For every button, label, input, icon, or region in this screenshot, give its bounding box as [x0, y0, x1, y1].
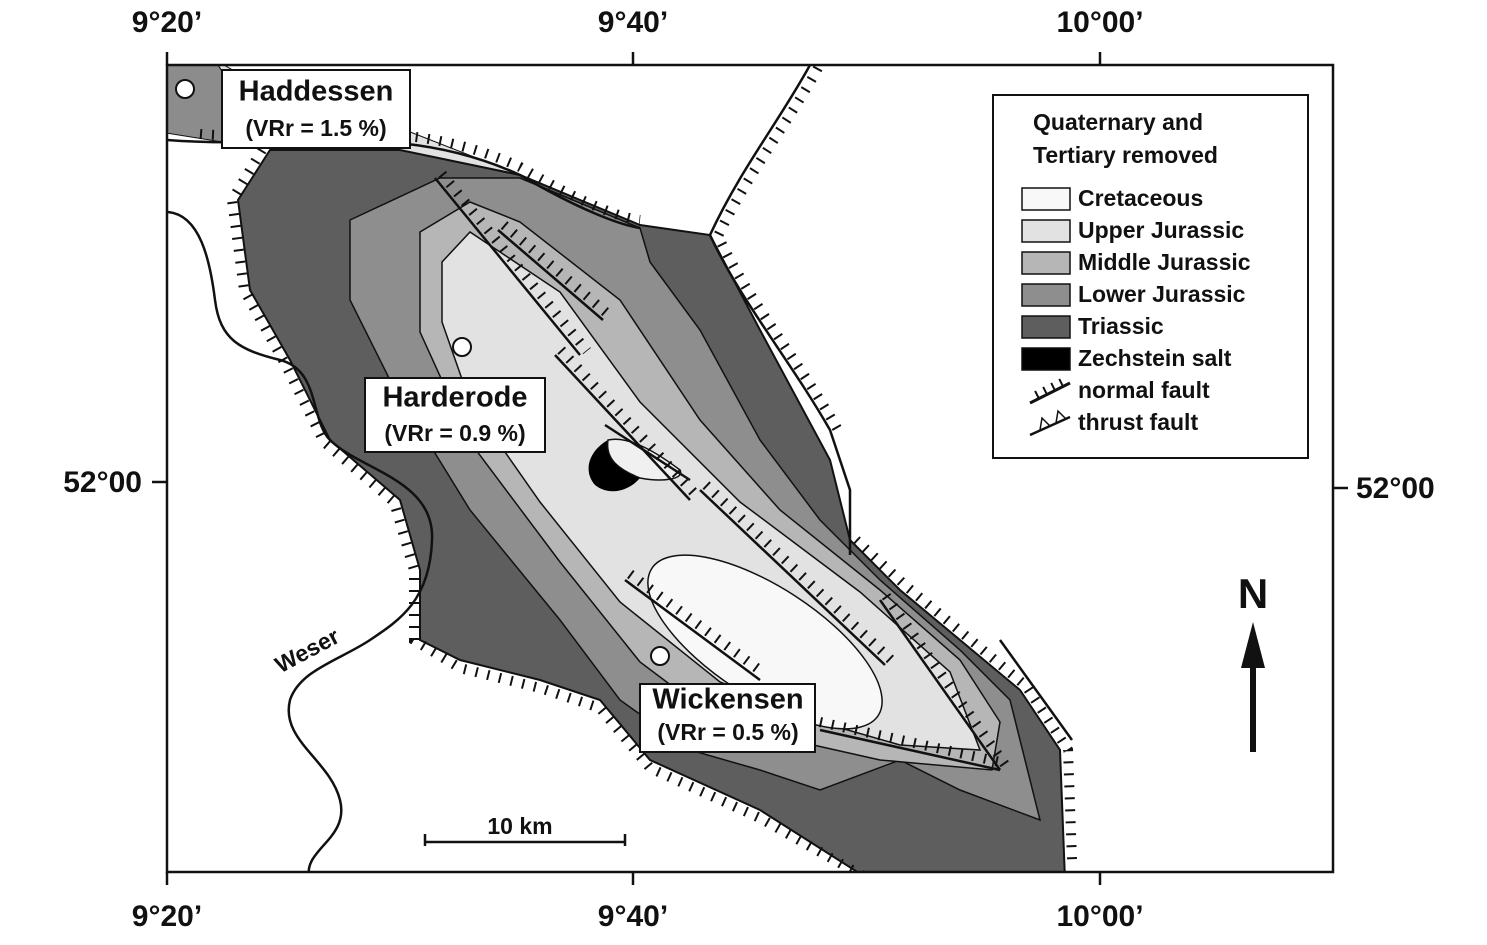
map-frame [165, 63, 1335, 874]
legend-swatch [1021, 347, 1071, 371]
legend-swatch [1021, 219, 1071, 243]
legend-normal-fault [1029, 381, 1071, 405]
longitude-label: 9°40’ [598, 6, 668, 39]
thrust-teeth [712, 65, 843, 433]
legend-title: Quaternary and [1033, 109, 1203, 135]
frame-ticks [152, 52, 1348, 885]
legend-label: Triassic [1078, 313, 1164, 339]
normal-faults [434, 170, 1074, 772]
longitude-label: 9°20’ [132, 6, 202, 39]
legend-swatch [1021, 315, 1071, 339]
latitude-label: 52°00 [1356, 472, 1435, 505]
legend-label: thrust fault [1078, 409, 1198, 435]
location-vr: (VRr = 0.9 %) [384, 420, 525, 446]
longitude-label: 10°00’ [1056, 6, 1143, 39]
legend-swatch [1021, 251, 1071, 275]
location-name: Haddessen [239, 76, 394, 108]
location-name: Wickensen [652, 684, 803, 716]
location-name: Harderode [382, 382, 527, 414]
river-label: Weser [271, 623, 344, 678]
legend-title: Tertiary removed [1033, 142, 1218, 168]
legend-swatch [1021, 187, 1071, 211]
scale-bar [423, 834, 627, 846]
geology [167, 65, 1077, 872]
scale-label: 10 km [487, 813, 552, 839]
north-label: N [1238, 570, 1268, 617]
legend-box [992, 94, 1309, 459]
longitude-label: 9°40’ [598, 900, 668, 933]
legend-swatch [1021, 283, 1071, 307]
locations [175, 69, 816, 753]
legend-label: normal fault [1078, 377, 1210, 403]
legend-label: Zechstein salt [1078, 345, 1232, 371]
zechstein-salt [588, 440, 640, 492]
legend-label: Middle Jurassic [1078, 249, 1251, 275]
legend-swatches [1021, 187, 1071, 437]
north-arrow [1241, 622, 1265, 752]
location-vr: (VRr = 1.5 %) [245, 115, 386, 141]
legend-label: Lower Jurassic [1078, 281, 1246, 307]
boundary-ticks [199, 127, 641, 225]
legend-label: Cretaceous [1078, 185, 1203, 211]
legend-normal-ticks [1034, 376, 1068, 399]
weser-river [167, 210, 434, 872]
thrust-fault [708, 65, 852, 555]
legend-label: Upper Jurassic [1078, 217, 1244, 243]
latitude-label: 52°00 [63, 466, 142, 499]
location-vr: (VRr = 0.5 %) [657, 719, 798, 745]
longitude-label: 10°00’ [1056, 900, 1143, 933]
longitude-label: 9°20’ [132, 900, 202, 933]
legend-thrust-teeth [1039, 409, 1067, 431]
